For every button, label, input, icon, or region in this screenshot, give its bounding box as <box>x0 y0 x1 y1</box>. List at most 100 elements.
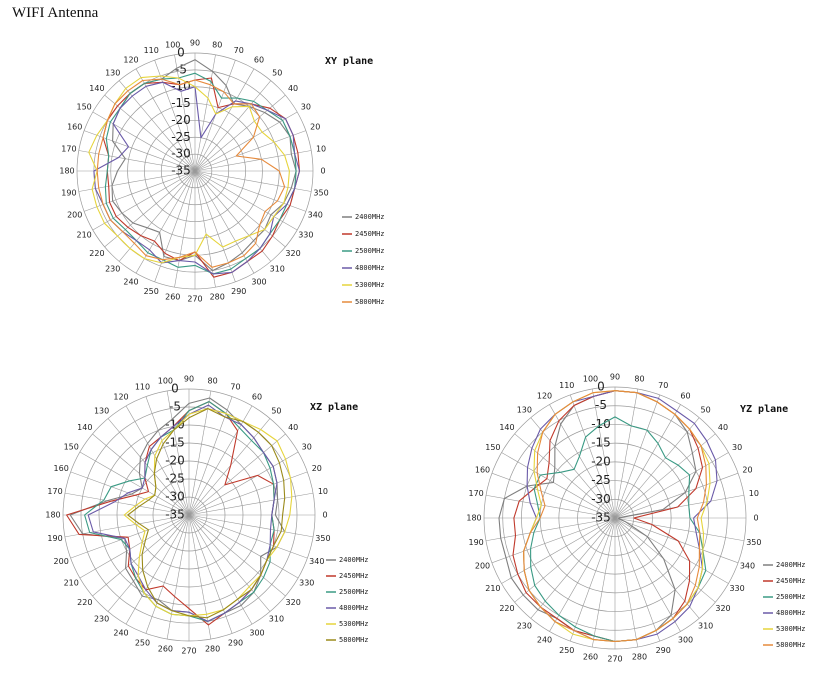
chart-1-angle-tick-label: 40 <box>288 423 298 432</box>
chart-1-grid-spoke <box>188 514 253 625</box>
chart-2-angle-tick-label: 220 <box>499 604 514 613</box>
chart-2-grid-spoke <box>530 417 616 519</box>
chart-2-angle-tick-label: 350 <box>746 538 761 547</box>
chart-1-angle-tick-label: 230 <box>94 615 109 624</box>
chart-1-angle-tick-label: 260 <box>158 644 173 653</box>
chart-1-angle-tick-label: 70 <box>230 383 240 392</box>
chart-1-radius-tick-label: 0 <box>171 382 179 396</box>
chart-1-grid-spoke <box>145 514 190 634</box>
chart-0-legend-label-2400mhz: 2400MHz <box>355 213 385 221</box>
chart-0-angle-tick-label: 160 <box>67 123 82 132</box>
chart-0-grid-spoke <box>118 80 196 172</box>
chart-1-grid-spoke <box>70 514 190 559</box>
chart-2-angle-tick-label: 180 <box>466 514 481 523</box>
chart-1-angle-tick-label: 30 <box>302 443 312 452</box>
chart-2-title: YZ plane <box>740 404 788 415</box>
chart-2-grid-spoke <box>514 517 616 603</box>
chart-0-angle-tick-label: 130 <box>105 68 120 77</box>
chart-0-angle-tick-label: 210 <box>77 231 92 240</box>
chart-1-grid-spoke <box>188 514 271 612</box>
chart-0-angle-tick-label: 280 <box>210 293 225 302</box>
chart-0-legend-label-5800mhz: 5800MHz <box>355 298 385 306</box>
chart-2-angle-tick-label: 100 <box>583 375 598 384</box>
chart-2-angle-tick-label: 330 <box>729 584 744 593</box>
chart-2-angle-tick-label: 290 <box>656 646 671 655</box>
chart-2-angle-tick-label: 230 <box>517 622 532 631</box>
chart-1-legend-label-5800mhz: 5800MHz <box>339 636 369 644</box>
chart-2-grid-spoke <box>485 494 616 519</box>
chart-2-angle-tick-label: 110 <box>559 381 574 390</box>
chart-1-grid-spoke <box>188 471 308 516</box>
chart-0-angle-tick-label: 180 <box>59 167 74 176</box>
chart-2-angle-tick-label: 10 <box>749 489 759 498</box>
page-title: WIFI Antenna <box>12 5 99 21</box>
chart-1-grid-spoke <box>188 433 286 516</box>
chart-0-grid-spoke <box>84 170 196 212</box>
chart-2-angle-tick-label: 340 <box>740 562 755 571</box>
chart-1-grid-spoke <box>188 451 299 516</box>
chart-2-radius-tick-label: -35 <box>591 511 611 525</box>
chart-1-radius-tick-label: -15 <box>165 436 185 450</box>
chart-2-radius-tick-label: -5 <box>595 398 607 412</box>
chart-1-series-4800mhz-trace <box>87 404 278 622</box>
chart-1-angle-tick-label: 150 <box>64 443 79 452</box>
chart-0-grid-spoke <box>194 94 286 172</box>
chart-0-angle-tick-label: 110 <box>144 46 159 55</box>
chart-2-legend-label-5800mhz: 5800MHz <box>776 641 806 649</box>
chart-0-grid-spoke <box>118 170 196 262</box>
chart-1-angle-tick-label: 190 <box>47 534 62 543</box>
chart-2-grid-spoke <box>614 517 661 642</box>
chart-2-grid-spoke <box>614 517 716 603</box>
chart-2-grid-spoke <box>614 394 661 519</box>
chart-0-series-2450mhz-trace <box>102 77 301 278</box>
chart-0-legend-label-2450mhz: 2450MHz <box>355 230 385 238</box>
chart-2-angle-tick-label: 310 <box>698 622 713 631</box>
chart-0-angle-tick-label: 60 <box>254 56 264 65</box>
chart-1-angle-tick-label: 130 <box>94 406 109 415</box>
chart-1-angle-tick-label: 280 <box>205 644 220 653</box>
chart-1-angle-tick-label: 160 <box>54 464 69 473</box>
chart-0-radius-tick-label: -5 <box>175 62 187 76</box>
chart-1-grid-spoke <box>70 471 190 516</box>
chart-2-angle-tick-label: 200 <box>475 562 490 571</box>
chart-2-radius-tick-label: -20 <box>591 454 611 468</box>
chart-1-grid-spoke <box>107 514 190 612</box>
chart-1-angle-tick-label: 310 <box>269 615 284 624</box>
chart-1-angle-tick-label: 80 <box>208 377 218 386</box>
chart-1-angle-tick-label: 220 <box>77 598 92 607</box>
chart-1-angle-tick-label: 240 <box>113 628 128 637</box>
chart-2-grid-spoke <box>491 472 616 519</box>
chart-1-angle-tick-label: 350 <box>315 534 330 543</box>
chart-1-grid-spoke <box>64 492 190 516</box>
chart-1-angle-tick-label: 320 <box>286 598 301 607</box>
chart-1-grid-spoke <box>64 514 190 538</box>
chart-2-angle-tick-label: 150 <box>485 443 500 452</box>
chart-0-angle-tick-label: 20 <box>310 123 320 132</box>
chart-0-grid-spoke <box>194 170 236 282</box>
chart-0-grid-spoke <box>194 130 306 172</box>
chart-0-angle-tick-label: 240 <box>123 277 138 286</box>
chart-0-series-4800mhz-trace <box>93 81 301 275</box>
chart-2-grid-spoke <box>614 517 639 648</box>
chart-1-angle-tick-label: 270 <box>181 647 196 656</box>
chart-2-angle-tick-label: 50 <box>701 405 711 414</box>
chart-1-legend-label-4800mhz: 4800MHz <box>339 604 369 612</box>
chart-0-angle-tick-label: 40 <box>288 84 298 93</box>
chart-0-angle-tick-label: 50 <box>272 68 282 77</box>
chart-2-grid-spoke <box>591 517 616 648</box>
chart-2-grid-spoke <box>501 452 616 519</box>
chart-1-grid-spoke <box>188 418 271 516</box>
chart-2-angle-tick-label: 260 <box>583 652 598 661</box>
chart-0-grid-spoke <box>194 170 286 248</box>
chart-1-angle-tick-label: 20 <box>312 464 322 473</box>
chart-2-angle-tick-label: 280 <box>632 652 647 661</box>
chart-0-grid-spoke <box>194 170 272 262</box>
chart-1-angle-tick-label: 170 <box>47 487 62 496</box>
chart-2-angle-tick-label: 170 <box>469 489 484 498</box>
chart-0-radius-tick-label: -35 <box>171 164 191 178</box>
chart-1-angle-tick-label: 300 <box>249 628 264 637</box>
chart-2-grid-spoke <box>614 388 639 519</box>
chart-0-angle-tick-label: 70 <box>234 46 244 55</box>
chart-2-angle-tick-label: 30 <box>732 443 742 452</box>
